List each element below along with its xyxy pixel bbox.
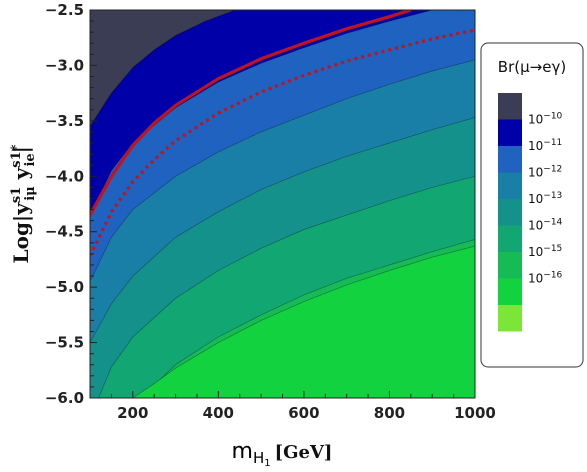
legend-swatch [498,305,522,332]
legend-swatch [498,278,522,305]
legend-label: 10−15 [528,244,562,259]
contour-regions [90,10,475,398]
y-tick-label: −5.0 [45,278,84,296]
x-axis-title: mH1[GeV] [232,439,333,469]
legend-label: 10−16 [528,271,563,286]
legend-swatch [498,252,522,279]
x-tick-label: 600 [288,404,319,422]
x-axis: 200 400 600 800 1000 [89,391,496,422]
x-tick-label: 400 [203,404,234,422]
x-tick-label: 1000 [454,404,496,422]
y-tick-label: −3.5 [45,112,84,130]
x-tick-label: 800 [374,404,405,422]
y-axis: −2.5 −3.0 −3.5 −4.0 −4.5 −5.0 −5.5 −6.0 [45,1,97,407]
solid-limit-curve [90,10,412,216]
legend-swatch [498,93,522,120]
y-tick-label: −6.0 [45,389,84,407]
legend-bins: 10−10 10−11 10−12 10−13 10−14 10−15 10−16 [498,93,563,332]
y-tick-label: −5.5 [45,334,84,352]
x-tick-label: 200 [117,404,148,422]
y-axis-title: Log|ys1iμ ys1*ie| [9,144,38,263]
legend-label: 10−12 [528,165,562,180]
legend-label: 10−13 [528,191,562,206]
legend-swatch [498,119,522,146]
legend-label: 10−11 [528,138,562,153]
legend-swatch [498,199,522,226]
legend-swatch [498,225,522,252]
contour-region [90,10,475,398]
y-tick-label: −2.5 [45,1,84,19]
legend: Br(μ→eγ) 10−1010−1110−1210−1310−1410−151… [480,42,584,368]
legend-label: 10−14 [528,218,563,233]
limit-curves [90,10,475,257]
y-tick-label: −3.0 [45,56,84,74]
y-tick-label: −4.5 [45,223,84,241]
legend-label: 10−10 [528,112,563,127]
legend-title: Br(μ→eγ) [498,58,566,76]
y-tick-label: −4.0 [45,167,84,185]
legend-swatch [498,146,522,173]
dotted-limit-curve [90,28,475,257]
legend-swatch [498,172,522,199]
